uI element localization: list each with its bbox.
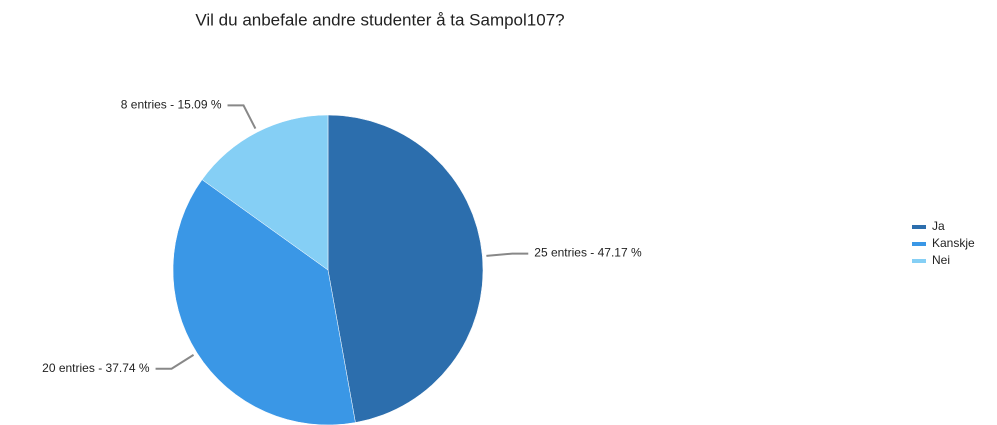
legend-swatch xyxy=(912,225,926,229)
legend-swatch xyxy=(912,259,926,263)
legend-label: Ja xyxy=(932,219,945,233)
chart-title: Vil du anbefale andre studenter å ta Sam… xyxy=(195,10,564,29)
leader-line xyxy=(227,104,257,130)
data-label: 8 entries - 15.09 % xyxy=(121,98,222,112)
data-label: 20 entries - 37.74 % xyxy=(42,361,150,375)
leader-line xyxy=(155,354,195,370)
legend-label: Nei xyxy=(932,253,950,267)
legend-swatch xyxy=(912,242,926,246)
data-label: 25 entries - 47.17 % xyxy=(534,246,642,260)
pie-slice xyxy=(201,114,329,271)
pie-slice xyxy=(327,114,484,423)
legend-label: Kanskje xyxy=(932,236,975,250)
leader-line xyxy=(486,252,529,257)
pie-slice xyxy=(172,179,356,425)
